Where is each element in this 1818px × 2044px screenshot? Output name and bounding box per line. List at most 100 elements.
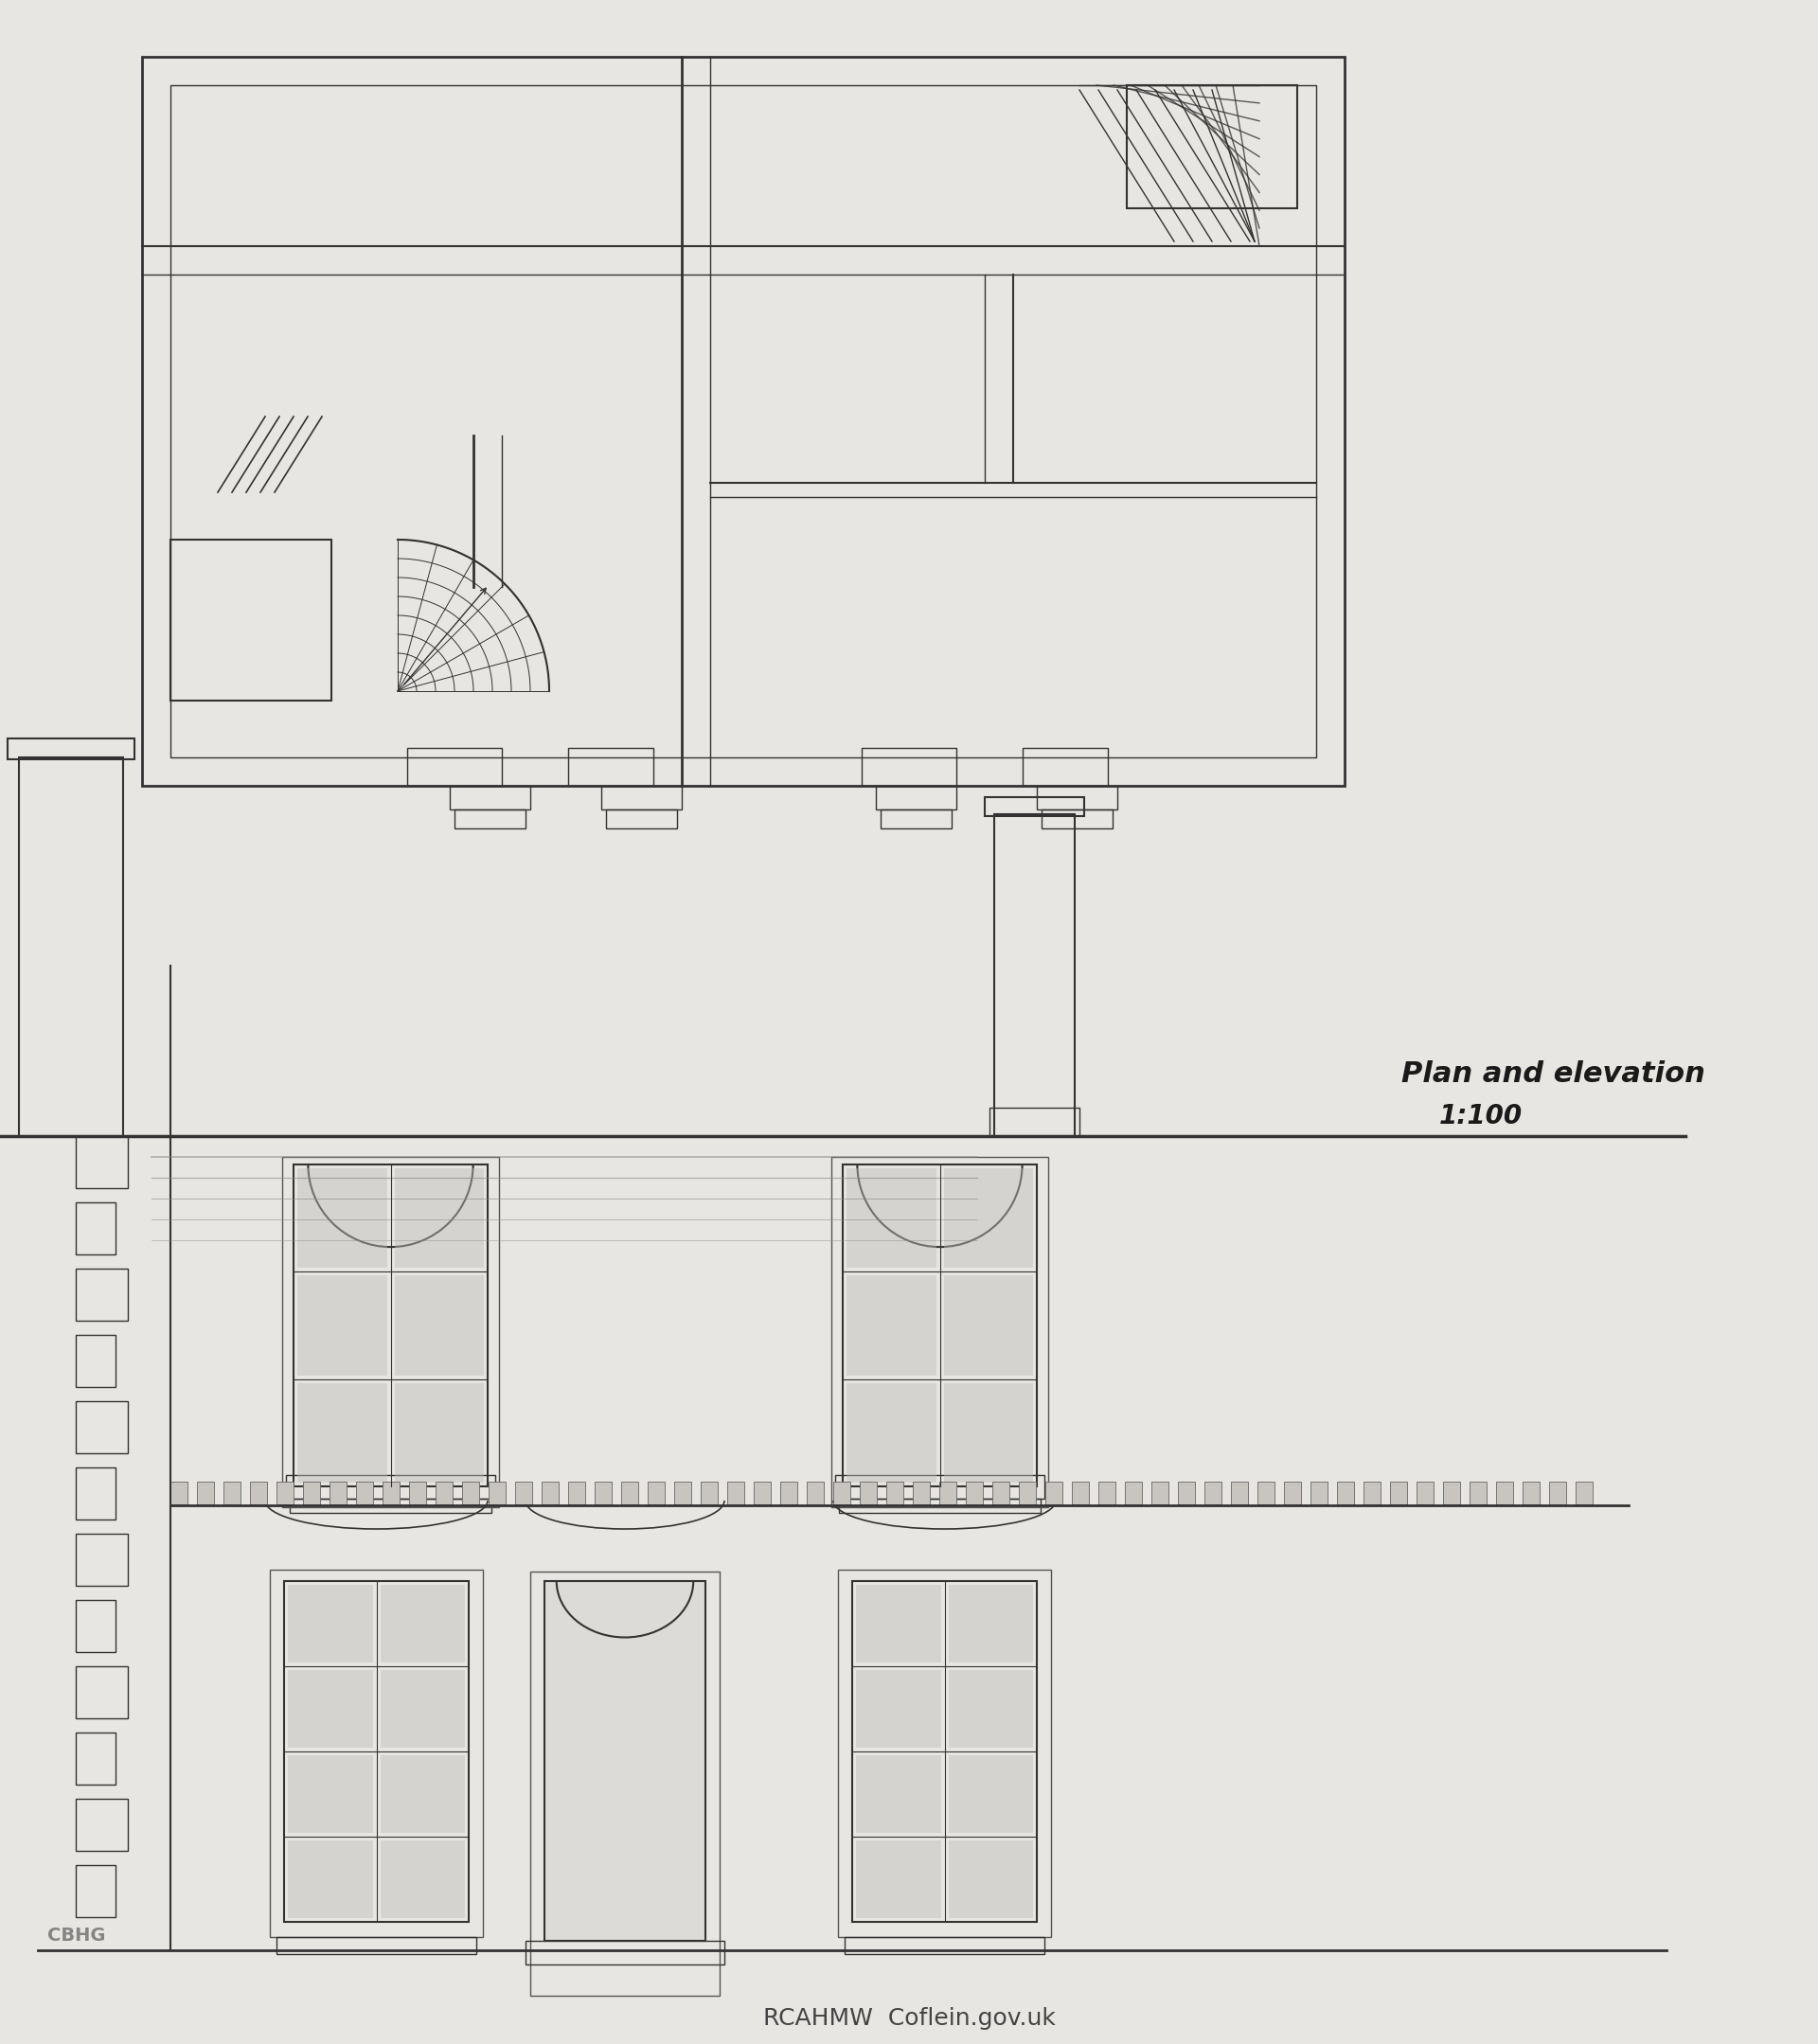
Bar xyxy=(269,1570,484,1938)
Bar xyxy=(409,1482,425,1504)
Bar xyxy=(944,1384,1033,1482)
Bar xyxy=(944,1275,1033,1376)
Bar xyxy=(76,1468,116,1519)
Bar xyxy=(1284,1482,1302,1504)
Bar xyxy=(985,797,1084,816)
Bar xyxy=(1045,1482,1062,1504)
Bar xyxy=(856,1584,940,1662)
Bar xyxy=(76,1269,127,1320)
Bar xyxy=(287,1584,373,1662)
Bar xyxy=(880,809,951,828)
Bar xyxy=(605,809,676,828)
Bar xyxy=(754,1482,771,1504)
Bar xyxy=(142,57,1345,785)
Bar xyxy=(1258,1482,1274,1504)
Bar xyxy=(1204,1482,1222,1504)
Bar xyxy=(76,1864,116,1917)
Bar xyxy=(727,1482,744,1504)
Bar xyxy=(1018,1482,1036,1504)
Bar xyxy=(834,1476,1044,1498)
Bar xyxy=(567,748,653,785)
Bar xyxy=(807,1482,824,1504)
Bar xyxy=(285,1476,494,1498)
Bar xyxy=(251,1482,267,1504)
Bar xyxy=(407,748,502,785)
Bar xyxy=(831,1157,1049,1506)
Bar xyxy=(674,1482,691,1504)
Bar xyxy=(454,809,525,828)
Text: CBHG: CBHG xyxy=(47,1927,105,1944)
Bar xyxy=(989,1108,1080,1136)
Bar xyxy=(531,1572,720,1995)
Bar xyxy=(544,1582,705,1942)
Bar xyxy=(282,1157,498,1506)
Bar xyxy=(862,748,956,785)
Bar xyxy=(289,1498,491,1513)
Bar xyxy=(304,1482,320,1504)
Bar xyxy=(847,1384,936,1482)
Bar xyxy=(395,1275,484,1376)
Bar xyxy=(1125,1482,1142,1504)
Bar xyxy=(287,1840,373,1917)
Bar xyxy=(594,1482,611,1504)
Bar xyxy=(949,1584,1033,1662)
Text: RCAHMW  Coflein.gov.uk: RCAHMW Coflein.gov.uk xyxy=(764,2007,1054,2030)
Bar xyxy=(76,1136,127,1188)
Bar xyxy=(944,1169,1033,1267)
Bar xyxy=(287,1756,373,1833)
Bar xyxy=(276,1938,476,1954)
Bar xyxy=(887,1482,904,1504)
Bar xyxy=(1098,1482,1116,1504)
Bar xyxy=(647,1482,665,1504)
Bar xyxy=(940,1482,956,1504)
Bar xyxy=(847,1275,936,1376)
Bar xyxy=(965,1482,984,1504)
Bar xyxy=(380,1670,465,1748)
Bar xyxy=(171,1482,187,1504)
Bar xyxy=(1391,1482,1407,1504)
Bar xyxy=(224,1482,240,1504)
Bar xyxy=(18,758,124,1136)
Bar xyxy=(284,1582,469,1921)
Bar xyxy=(76,1402,127,1453)
Bar xyxy=(395,1384,484,1482)
Bar xyxy=(844,1165,1036,1486)
Bar xyxy=(993,1482,1009,1504)
Bar xyxy=(395,1169,484,1267)
Bar xyxy=(994,814,1074,1136)
Bar xyxy=(1178,1482,1194,1504)
Bar xyxy=(276,1482,293,1504)
Bar xyxy=(1443,1482,1460,1504)
Bar xyxy=(1496,1482,1513,1504)
Bar xyxy=(356,1482,373,1504)
Bar xyxy=(949,1756,1033,1833)
Bar xyxy=(76,1799,127,1852)
Bar xyxy=(380,1840,465,1917)
Bar xyxy=(298,1169,387,1267)
Bar xyxy=(196,1482,215,1504)
Bar xyxy=(1576,1482,1593,1504)
Bar xyxy=(949,1840,1033,1917)
Bar xyxy=(856,1840,940,1917)
Bar xyxy=(76,1600,116,1652)
Bar xyxy=(1336,1482,1354,1504)
Bar xyxy=(525,1942,724,1964)
Bar xyxy=(853,1582,1036,1921)
Bar xyxy=(76,1202,116,1255)
Bar xyxy=(860,1482,876,1504)
Bar xyxy=(1311,1482,1327,1504)
Bar xyxy=(449,785,531,809)
Bar xyxy=(462,1482,480,1504)
Bar xyxy=(76,1335,116,1388)
Text: 1:100: 1:100 xyxy=(1440,1104,1523,1130)
Bar xyxy=(1549,1482,1565,1504)
Bar xyxy=(856,1670,940,1748)
Bar xyxy=(1469,1482,1487,1504)
Bar xyxy=(514,1482,533,1504)
Bar xyxy=(171,86,1316,758)
Bar xyxy=(1073,1482,1089,1504)
Bar xyxy=(1022,748,1107,785)
Bar xyxy=(1151,1482,1169,1504)
Bar xyxy=(845,1938,1044,1954)
Bar xyxy=(298,1275,387,1376)
